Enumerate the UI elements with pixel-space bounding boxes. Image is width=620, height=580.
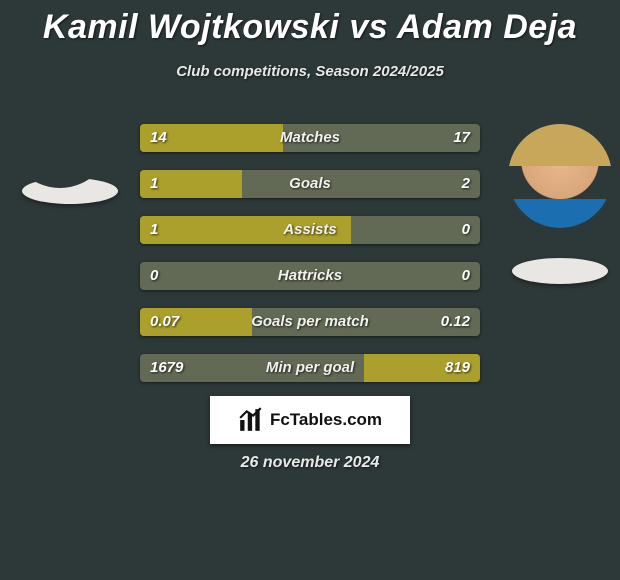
stat-row: 1417Matches — [140, 124, 480, 152]
stat-row: 10Assists — [140, 216, 480, 244]
logo-chart-icon — [238, 407, 264, 433]
player2-name: Adam Deja — [397, 8, 577, 46]
stats-bars: 1417Matches 12Goals 10Assists 00Hattricks 0.… — [140, 124, 480, 400]
stat-label: Goals per match — [140, 308, 480, 336]
player1-avatar — [8, 84, 112, 188]
player2-avatar — [508, 124, 612, 228]
logo-text: FcTables.com — [270, 410, 382, 430]
fctables-logo: FcTables.com — [210, 396, 410, 444]
stat-label: Matches — [140, 124, 480, 152]
stat-row: 12Goals — [140, 170, 480, 198]
stat-label: Min per goal — [140, 354, 480, 382]
player1-name: Kamil Wojtkowski — [43, 8, 339, 46]
stat-row: 0.070.12Goals per match — [140, 308, 480, 336]
title-vs: vs — [349, 8, 388, 46]
stat-row: 00Hattricks — [140, 262, 480, 290]
stat-row: 1679819Min per goal — [140, 354, 480, 382]
stat-label: Hattricks — [140, 262, 480, 290]
subtitle: Club competitions, Season 2024/2025 — [0, 63, 620, 80]
comparison-title: Kamil Wojtkowski vs Adam Deja — [0, 0, 620, 47]
stat-label: Goals — [140, 170, 480, 198]
date-text: 26 november 2024 — [0, 454, 620, 472]
avatar-shadow-ellipse — [512, 258, 608, 284]
player2-face-placeholder — [508, 124, 612, 228]
stat-label: Assists — [140, 216, 480, 244]
